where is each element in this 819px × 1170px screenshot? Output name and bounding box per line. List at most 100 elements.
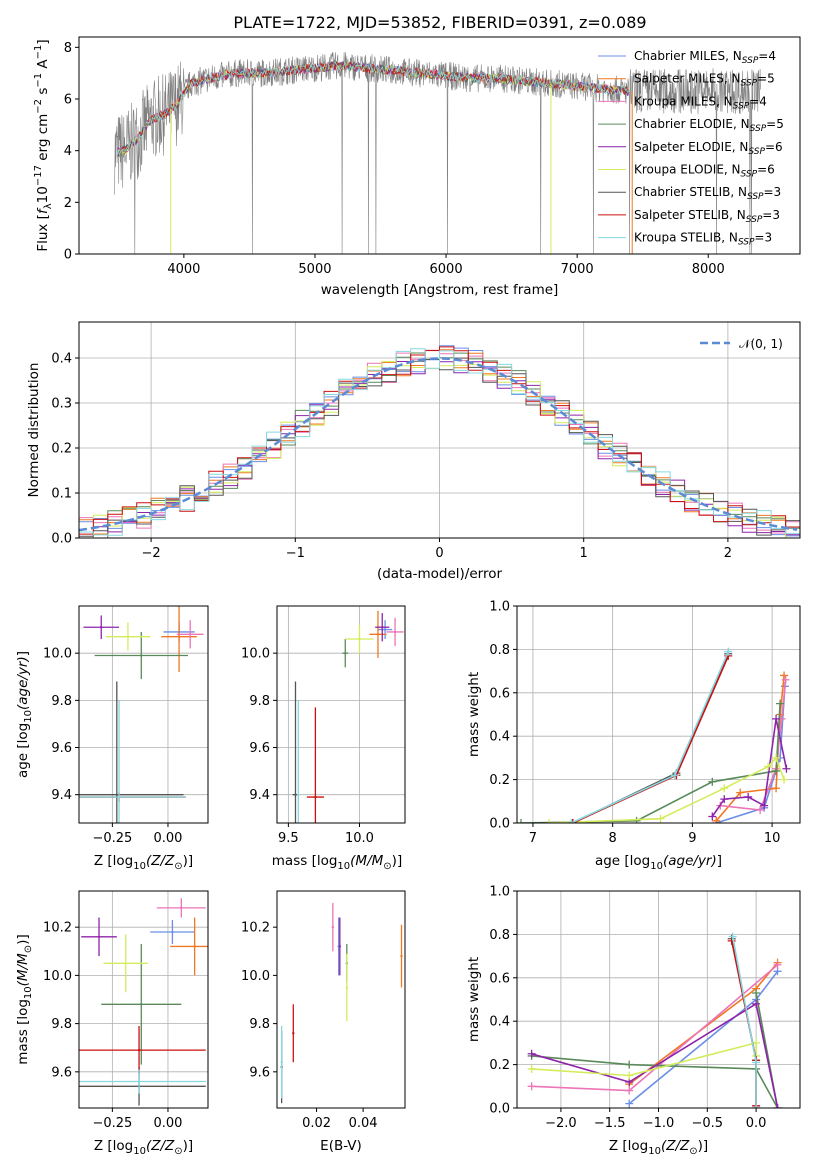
axes-frame	[78, 605, 209, 824]
y-tick-label: 0.0	[489, 1102, 510, 1117]
age-vs-metallicity-panel: −0.25 0.009.49.69.810.0Z [log10(Z/Z⊙)]age…	[15, 605, 209, 872]
label-sub: 10	[133, 1146, 146, 1157]
weight-marker-2	[780, 671, 789, 680]
weight-marker-5	[527, 1049, 536, 1058]
weight-marker-3	[527, 1082, 536, 1091]
weight-marker-4	[632, 816, 641, 823]
label-part: −1	[33, 73, 44, 88]
x-axis-label: age [log10(age/yr)]	[595, 853, 722, 872]
y-tick-label: 0.4	[51, 352, 72, 367]
weight-marker-2	[712, 816, 721, 823]
data-point-4	[344, 651, 347, 655]
label-sub: ⊙	[689, 1146, 697, 1157]
weight-line-7	[730, 938, 757, 1108]
weight-marker-3	[625, 1086, 634, 1095]
label-part: (Z/Z	[146, 853, 175, 869]
weight-marker-9	[670, 771, 679, 780]
legend-label: Chabrier STELIB, N	[634, 185, 747, 199]
mass-weight-vs-metallicity-panel: −2.0 −1.5 −1.0 −0.5 0.0 0.0 0.2 0.4 0.6 0.8 1.0 mas…	[466, 885, 801, 1157]
weight-marker-8	[727, 936, 736, 945]
plot-area	[79, 898, 208, 1106]
label-sub: 10	[648, 1146, 661, 1157]
data-point-5	[97, 935, 101, 939]
axes-frame	[516, 605, 801, 824]
legend-sub: SSP	[741, 79, 758, 89]
data-point-1	[171, 930, 174, 934]
label-part: )]	[183, 853, 194, 869]
x-tick-label: 0.00	[153, 831, 182, 846]
data-point-4	[140, 654, 143, 657]
residuals-panel: −2 −1 0 1 2 0.0 0.1 0.2 0.3 0.4 (data-model)/error…	[26, 321, 801, 582]
y-tick-label: 0.3	[51, 397, 72, 412]
legend-label: Salpeter MILES, N	[634, 72, 741, 86]
weight-marker-6	[625, 1071, 634, 1080]
y-tick-label: 0.8	[489, 643, 510, 658]
data-point-7	[115, 793, 119, 796]
y-axis-label: Flux [fλ10−17 erg cm−2 s−1 A−1]	[33, 39, 54, 251]
data-point-3	[331, 925, 335, 929]
weight-marker-5	[720, 795, 729, 804]
legend-sub: SSP	[738, 238, 755, 248]
label-sub: 10	[23, 986, 34, 999]
x-tick-label: −1.0	[643, 1116, 675, 1131]
weight-marker-3	[781, 675, 790, 684]
legend-sub: SSP	[742, 56, 759, 66]
data-point-6	[124, 962, 127, 965]
y-tick-label: 1.0	[489, 600, 510, 615]
legend-entry-1: Chabrier MILES, NSSP=4	[634, 49, 776, 66]
x-tick-label: 5000	[298, 262, 331, 277]
y-tick-label: 1.0	[489, 885, 510, 900]
observed-spectrum-line	[114, 52, 761, 254]
legend-value: =5	[766, 117, 784, 131]
weight-marker-2	[736, 788, 745, 797]
x-axis-label: (data-model)/error	[377, 566, 503, 582]
plot-area	[292, 610, 404, 823]
y-tick-label: 2	[64, 196, 72, 211]
y-tick-label: 9.6	[249, 741, 270, 756]
y-tick-label: 9.6	[249, 1065, 270, 1080]
legend-entry: 𝒩(0, 1)	[739, 337, 783, 351]
x-tick-label: 8	[609, 831, 617, 846]
data-point-5	[381, 626, 384, 629]
weight-marker-9	[724, 647, 733, 656]
weight-marker-6	[764, 762, 773, 771]
label-sub: ⊙	[23, 945, 34, 953]
axes-frame	[78, 36, 801, 255]
legend-entry-3: Kroupa MILES, NSSP=4	[634, 94, 767, 111]
x-tick-label: −0.25	[92, 1116, 132, 1131]
y-tick-label: 10.0	[43, 969, 72, 984]
weight-marker-5	[744, 792, 753, 801]
y-tick-label: 9.6	[51, 1065, 72, 1080]
y-axis-label: mass [log10(M/M⊙)]	[15, 934, 34, 1064]
y-tick-label: 0.1	[51, 487, 72, 502]
legend-sub: SSP	[733, 101, 750, 111]
x-tick-label: 8000	[692, 262, 725, 277]
weight-marker-4	[752, 988, 761, 997]
x-axis-label: Z [log10(Z/Z⊙)]	[94, 853, 193, 872]
legend-sub: SSP	[748, 147, 765, 157]
legend-label: Chabrier ELODIE, N	[634, 117, 750, 131]
y-tick-label: 9.4	[249, 788, 270, 803]
x-axis-label: mass [log10(M/M⊙)]	[272, 853, 402, 872]
label-part: λ	[43, 203, 54, 209]
data-point-9	[137, 1080, 141, 1083]
label-sub: 10	[337, 861, 350, 872]
weight-marker-2	[772, 784, 781, 793]
legend-label: Kroupa STELIB, N	[634, 231, 738, 245]
plot-area	[527, 932, 782, 1108]
y-tick-label: 0.6	[489, 971, 510, 986]
weight-line-5	[711, 718, 788, 817]
x-tick-label: 6000	[430, 262, 463, 277]
x-tick-label: 2	[724, 546, 732, 561]
legend-entry-2: Salpeter MILES, NSSP=5	[634, 72, 775, 89]
label-part: (Z/Z	[146, 1138, 175, 1154]
weight-marker-4	[625, 1060, 634, 1069]
y-tick-label: 0.2	[51, 442, 72, 457]
weight-marker-4	[708, 777, 717, 786]
data-point-8	[314, 795, 317, 799]
label-part: −2	[33, 99, 44, 114]
axes-frame	[276, 890, 406, 1109]
x-tick-label: −1	[286, 546, 305, 561]
y-tick-label: 9.8	[249, 1017, 270, 1032]
